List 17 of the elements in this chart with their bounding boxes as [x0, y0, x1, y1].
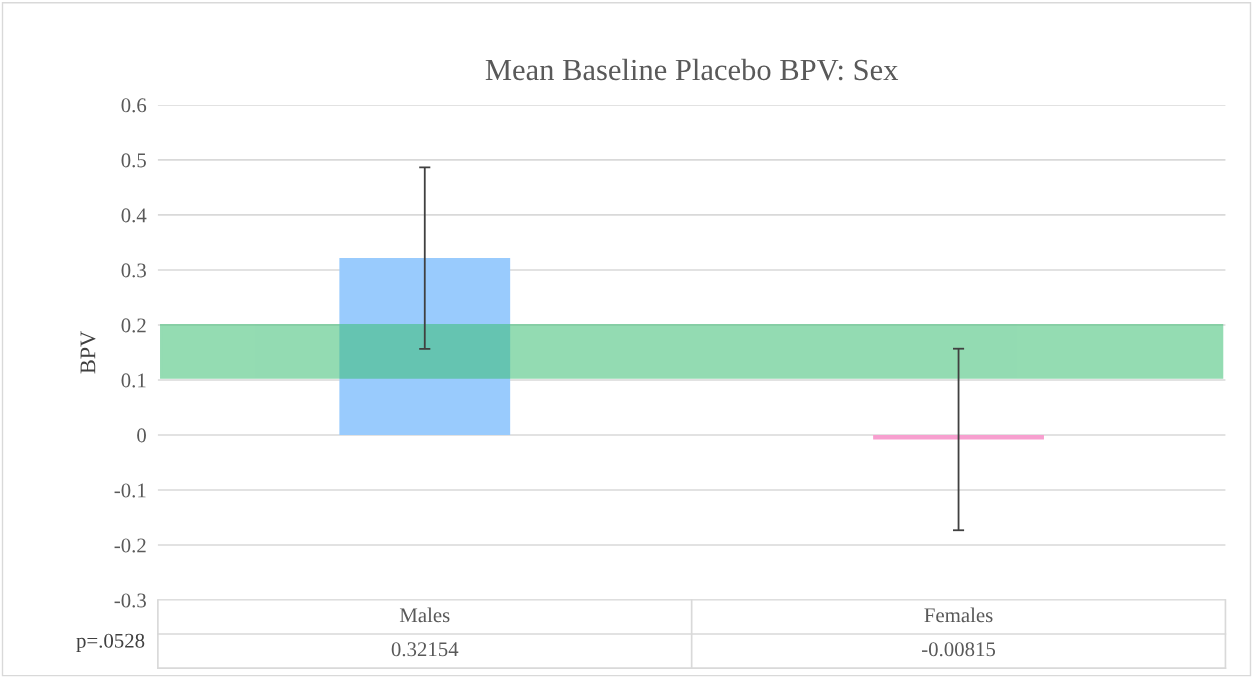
- y-tick-label: 0.6: [121, 98, 147, 113]
- y-tick-label: 0.4: [121, 208, 147, 223]
- y-tick-label: 0: [137, 428, 146, 443]
- y-tick-label: -0.1: [114, 483, 146, 498]
- y-tick-label: -0.2: [114, 538, 146, 553]
- data-label: 0.32154: [391, 642, 459, 657]
- text: p=.0528: [76, 633, 145, 652]
- chart-title: Mean Baseline Placebo BPV: Sex: [485, 58, 899, 81]
- y-tick-label: 0.5: [121, 153, 146, 168]
- x-tick-label: Males: [399, 607, 450, 623]
- x-tick-label: Females: [924, 607, 993, 623]
- data-label: -0.00815: [922, 642, 996, 657]
- y-tick-label: -0.3: [114, 593, 146, 608]
- y-tick-label: 0.2: [121, 318, 146, 333]
- y-axis-title: BPV: [80, 331, 96, 374]
- y-tick-label: 0.1: [121, 373, 146, 388]
- y-tick-label: 0.3: [121, 263, 146, 278]
